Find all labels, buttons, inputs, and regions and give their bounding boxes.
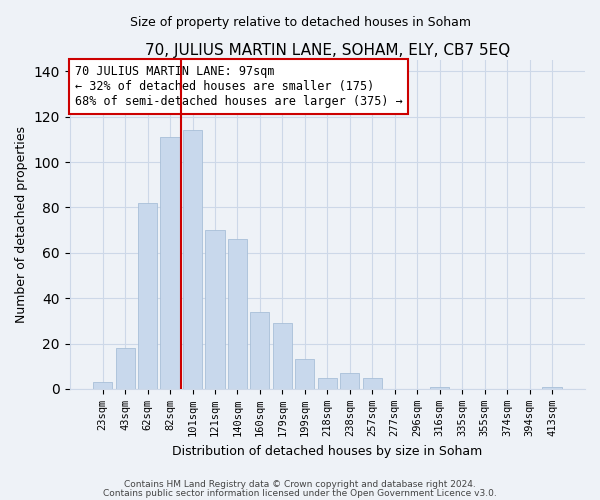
Bar bbox=[542, 386, 562, 389]
Bar bbox=[295, 360, 314, 389]
Y-axis label: Number of detached properties: Number of detached properties bbox=[15, 126, 28, 323]
Bar bbox=[363, 378, 382, 389]
Bar bbox=[318, 378, 337, 389]
Bar bbox=[228, 239, 247, 389]
Bar bbox=[205, 230, 224, 389]
Bar bbox=[116, 348, 134, 389]
Text: Contains HM Land Registry data © Crown copyright and database right 2024.: Contains HM Land Registry data © Crown c… bbox=[124, 480, 476, 489]
X-axis label: Distribution of detached houses by size in Soham: Distribution of detached houses by size … bbox=[172, 444, 482, 458]
Bar bbox=[138, 203, 157, 389]
Text: 70 JULIUS MARTIN LANE: 97sqm
← 32% of detached houses are smaller (175)
68% of s: 70 JULIUS MARTIN LANE: 97sqm ← 32% of de… bbox=[75, 65, 403, 108]
Title: 70, JULIUS MARTIN LANE, SOHAM, ELY, CB7 5EQ: 70, JULIUS MARTIN LANE, SOHAM, ELY, CB7 … bbox=[145, 42, 510, 58]
Bar bbox=[430, 386, 449, 389]
Bar bbox=[273, 323, 292, 389]
Bar bbox=[93, 382, 112, 389]
Bar bbox=[340, 373, 359, 389]
Text: Contains public sector information licensed under the Open Government Licence v3: Contains public sector information licen… bbox=[103, 488, 497, 498]
Bar bbox=[160, 137, 179, 389]
Bar bbox=[250, 312, 269, 389]
Text: Size of property relative to detached houses in Soham: Size of property relative to detached ho… bbox=[130, 16, 470, 29]
Bar bbox=[183, 130, 202, 389]
